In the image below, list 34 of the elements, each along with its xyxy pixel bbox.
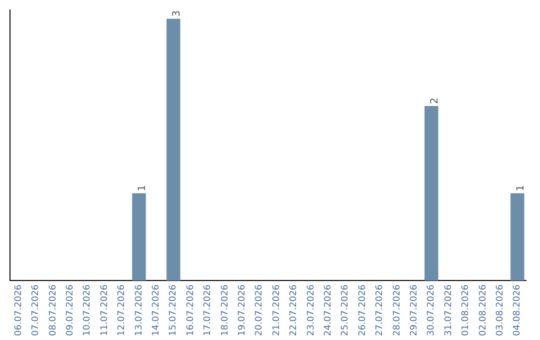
x-tick-label: 03.08.2026 [496, 284, 506, 336]
x-tick-label: 10.07.2026 [82, 284, 93, 336]
data-label: 2 [429, 98, 440, 104]
x-tick-label: 15.07.2026 [168, 284, 179, 336]
x-tick-label: 22.07.2026 [289, 284, 300, 336]
x-tick-label: 12.07.2026 [117, 284, 128, 336]
x-tick-label: 13.07.2026 [134, 284, 144, 336]
x-tick-label: 02.08.2026 [478, 284, 488, 336]
x-tick-label: 04.08.2026 [512, 284, 523, 336]
x-tick-label: 17.07.2026 [203, 284, 214, 336]
x-tick-label: 20.07.2026 [254, 284, 265, 336]
x-tick-label: 24.07.2026 [324, 284, 334, 336]
x-tick-label: 16.07.2026 [186, 284, 196, 336]
x-tick-label: 23.07.2026 [306, 284, 316, 336]
x-tick-label: 08.07.2026 [48, 284, 58, 336]
data-label: 1 [515, 184, 526, 192]
data-label: 3 [171, 10, 182, 17]
x-tick-label: 30.07.2026 [426, 284, 437, 336]
x-tick-label: 29.07.2026 [410, 284, 420, 336]
data-label: 1 [137, 184, 148, 192]
x-tick-label: 19.07.2026 [238, 284, 248, 336]
x-tick-label: 27.07.2026 [375, 284, 386, 336]
x-tick-label: 07.07.2026 [31, 284, 42, 336]
x-tick-label: 25.07.2026 [340, 284, 351, 336]
x-tick-label: 14.07.2026 [152, 284, 162, 336]
x-tick-label: 31.07.2026 [444, 284, 454, 336]
x-tick-label: 21.07.2026 [272, 284, 282, 336]
x-tick-label: 01.08.2026 [461, 284, 472, 336]
x-tick-label: 09.07.2026 [66, 284, 76, 336]
x-tick-label: 18.07.2026 [220, 284, 230, 336]
x-tick-label: 06.07.2026 [14, 284, 24, 336]
x-tick-label: 26.07.2026 [358, 284, 368, 336]
x-tick-label: 11.07.2026 [100, 284, 110, 336]
x-tick-label: 28.07.2026 [392, 284, 402, 336]
